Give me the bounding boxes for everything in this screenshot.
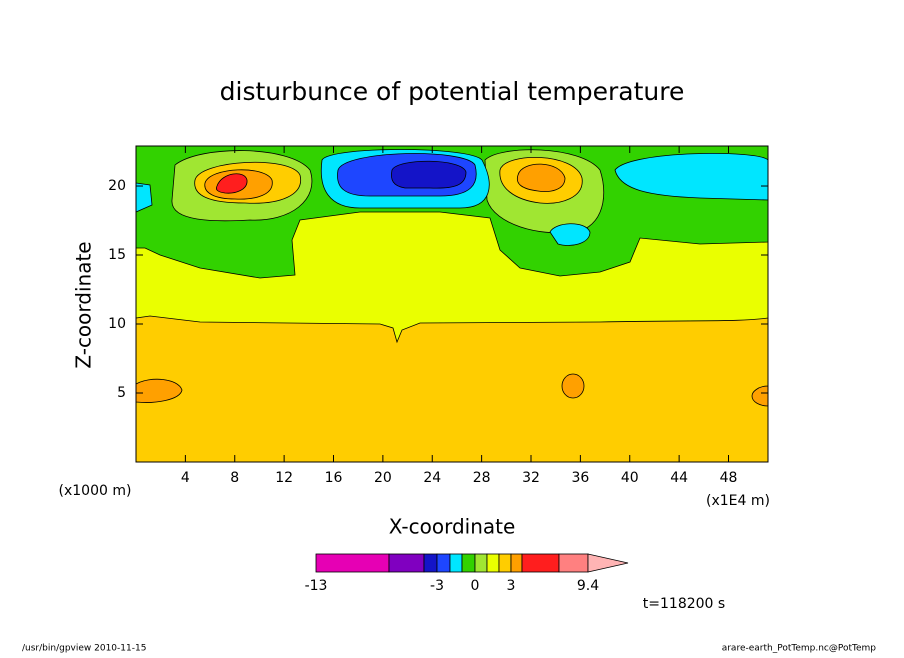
colorbar-tick-label: 3 [507, 578, 516, 594]
colorbar-segment [449, 553, 463, 573]
colorbar-segment [436, 553, 451, 573]
y-tick-label: 20 [108, 178, 126, 194]
colorbar-segment [388, 553, 425, 573]
x-tick-label: 28 [473, 470, 491, 486]
colorbar-tick-label: 0 [471, 578, 480, 594]
colorbar-segment [498, 553, 512, 573]
y-axis-units: (x1000 m) [59, 483, 132, 499]
colorbar-segment [423, 553, 438, 573]
contour-region [516, 163, 566, 192]
x-axis-label: X-coordinate [389, 515, 516, 539]
colorbar-tick-label: -3 [430, 578, 444, 594]
x-tick-label: 48 [720, 470, 738, 486]
footer-right: arare-earth_PotTemp.nc@PotTemp [722, 644, 877, 654]
contour-region [216, 173, 248, 194]
contour-region [549, 223, 591, 246]
colorbar-extend [587, 553, 629, 573]
x-tick-label: 8 [230, 470, 239, 486]
colorbar-segment [461, 553, 476, 573]
y-tick-label: 15 [108, 247, 126, 263]
x-tick-label: 16 [325, 470, 343, 486]
contour-region [561, 373, 585, 399]
colorbar-tick-label: -13 [305, 578, 328, 594]
x-tick-label: 32 [522, 470, 540, 486]
contour-region [751, 385, 769, 407]
y-axis-label: Z-coordinate [72, 241, 96, 368]
colorbar-segment [558, 553, 589, 573]
x-tick-label: 40 [621, 470, 639, 486]
time-label: t=118200 s [643, 596, 725, 612]
y-tick-label: 10 [108, 316, 126, 332]
contour-region [135, 378, 183, 403]
contour-region [391, 160, 467, 189]
footer-left: /usr/bin/gpview 2010-11-15 [22, 644, 146, 654]
colorbar-segment [315, 553, 390, 573]
y-tick-label: 5 [117, 385, 126, 401]
x-tick-label: 36 [571, 470, 589, 486]
plot-frame [135, 145, 769, 463]
x-tick-label: 12 [275, 470, 293, 486]
plot-area [135, 145, 769, 463]
x-tick-label: 44 [670, 470, 688, 486]
x-tick-label: 20 [374, 470, 392, 486]
colorbar-segment [474, 553, 488, 573]
colorbar-segment [521, 553, 560, 573]
x-tick-label: 4 [181, 470, 190, 486]
x-axis-units: (x1E4 m) [706, 493, 770, 509]
colorbar-tick-label: 9.4 [577, 578, 599, 594]
x-tick-label: 24 [423, 470, 441, 486]
colorbar-segment [486, 553, 500, 573]
colorbar-segment [510, 553, 523, 573]
chart-title: disturbunce of potential temperature [220, 77, 685, 106]
